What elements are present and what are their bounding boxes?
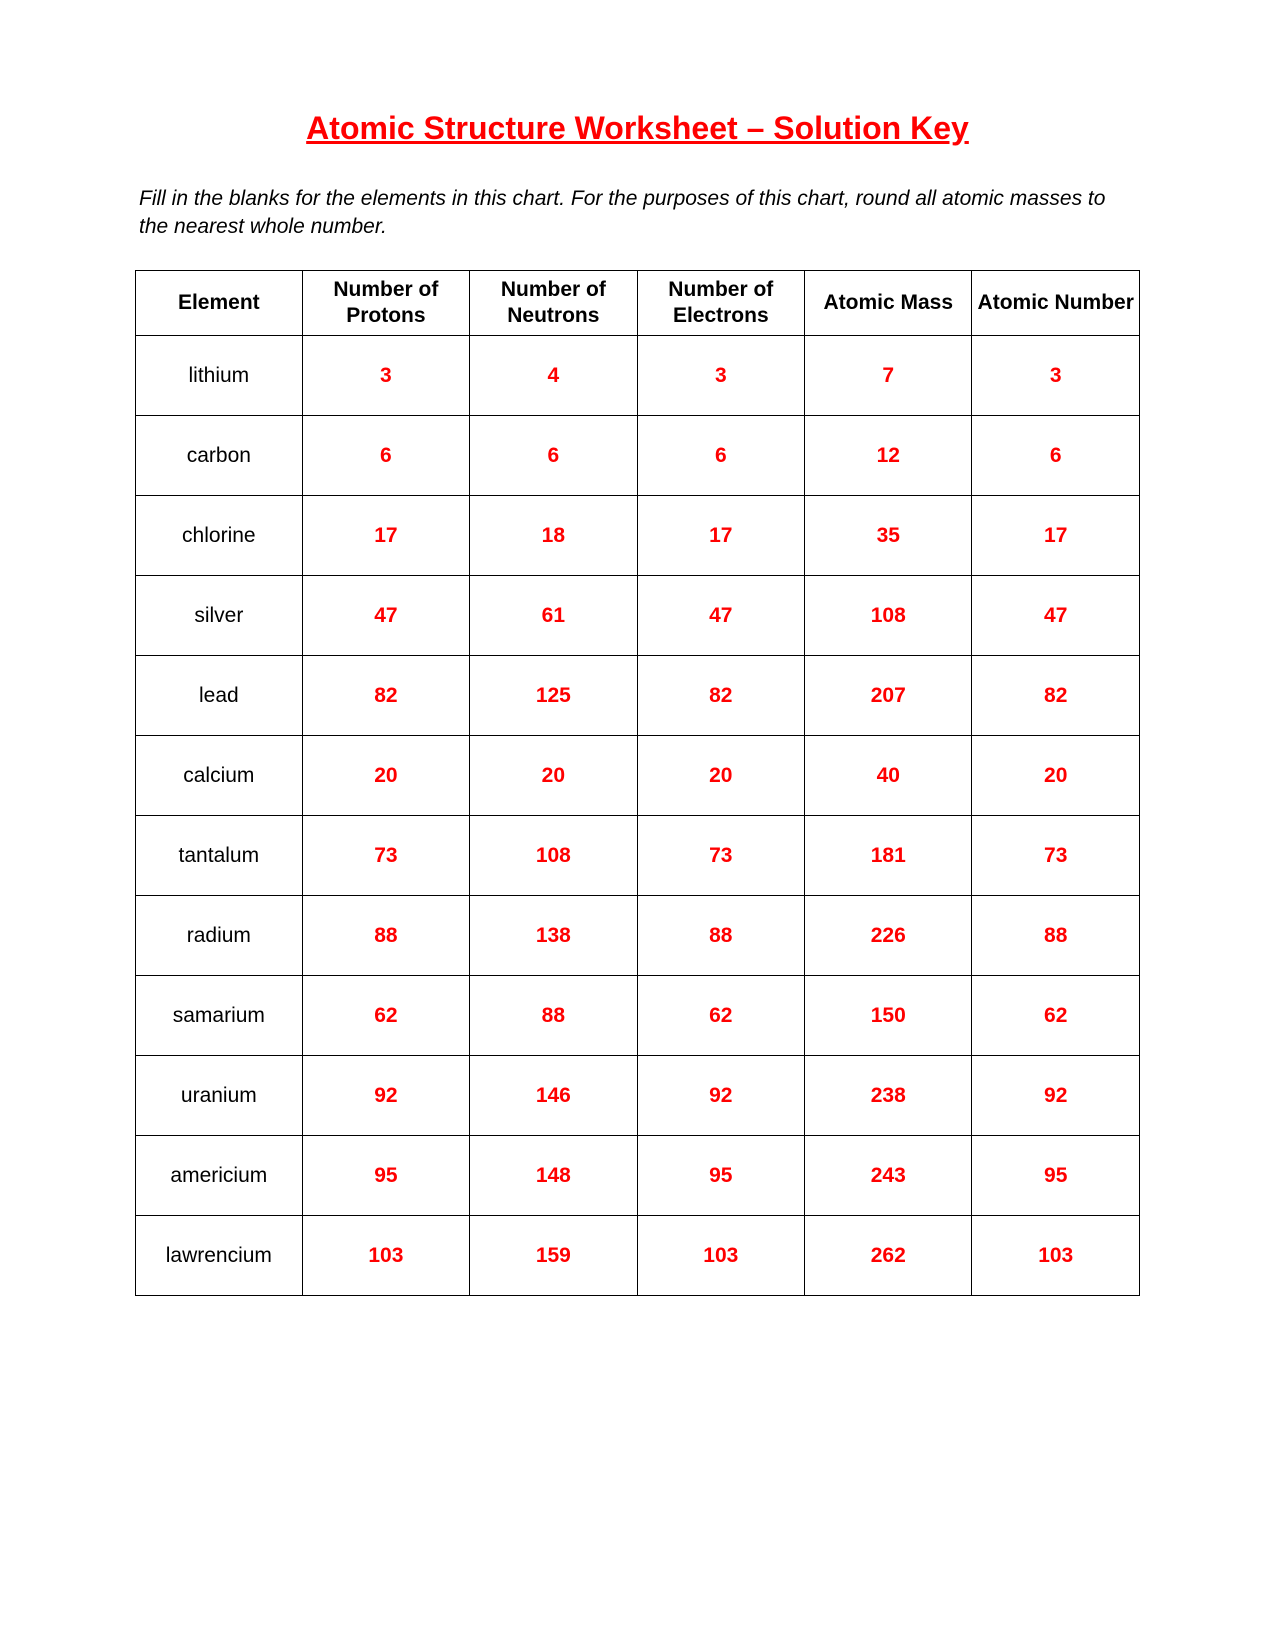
cell-electrons: 73: [637, 816, 804, 896]
cell-protons: 3: [302, 336, 469, 416]
cell-neutrons: 138: [470, 896, 637, 976]
cell-number: 73: [972, 816, 1140, 896]
cell-electrons: 82: [637, 656, 804, 736]
cell-mass: 35: [805, 496, 972, 576]
cell-neutrons: 61: [470, 576, 637, 656]
cell-mass: 238: [805, 1056, 972, 1136]
cell-number: 20: [972, 736, 1140, 816]
col-header-neutrons: Number of Neutrons: [470, 270, 637, 336]
col-header-number: Atomic Number: [972, 270, 1140, 336]
table-row: lead 82 125 82 207 82: [136, 656, 1140, 736]
col-header-protons: Number of Protons: [302, 270, 469, 336]
cell-neutrons: 148: [470, 1136, 637, 1216]
cell-mass: 243: [805, 1136, 972, 1216]
col-header-element: Element: [136, 270, 303, 336]
cell-protons: 82: [302, 656, 469, 736]
cell-number: 6: [972, 416, 1140, 496]
cell-protons: 88: [302, 896, 469, 976]
cell-number: 47: [972, 576, 1140, 656]
cell-protons: 95: [302, 1136, 469, 1216]
table-row: samarium 62 88 62 150 62: [136, 976, 1140, 1056]
cell-element: calcium: [136, 736, 303, 816]
cell-electrons: 92: [637, 1056, 804, 1136]
cell-mass: 108: [805, 576, 972, 656]
cell-element: lead: [136, 656, 303, 736]
cell-electrons: 95: [637, 1136, 804, 1216]
cell-neutrons: 88: [470, 976, 637, 1056]
table-row: silver 47 61 47 108 47: [136, 576, 1140, 656]
cell-protons: 20: [302, 736, 469, 816]
cell-mass: 226: [805, 896, 972, 976]
cell-number: 82: [972, 656, 1140, 736]
cell-protons: 73: [302, 816, 469, 896]
cell-element: carbon: [136, 416, 303, 496]
cell-protons: 17: [302, 496, 469, 576]
table-row: carbon 6 6 6 12 6: [136, 416, 1140, 496]
atomic-structure-table: Element Number of Protons Number of Neut…: [135, 270, 1140, 1297]
cell-electrons: 20: [637, 736, 804, 816]
cell-element: lithium: [136, 336, 303, 416]
cell-mass: 150: [805, 976, 972, 1056]
cell-mass: 262: [805, 1216, 972, 1296]
cell-mass: 12: [805, 416, 972, 496]
cell-number: 88: [972, 896, 1140, 976]
cell-electrons: 3: [637, 336, 804, 416]
col-header-electrons: Number of Electrons: [637, 270, 804, 336]
cell-element: samarium: [136, 976, 303, 1056]
cell-element: americium: [136, 1136, 303, 1216]
table-body: lithium 3 4 3 7 3 carbon 6 6 6 12 6 chlo…: [136, 336, 1140, 1296]
cell-neutrons: 108: [470, 816, 637, 896]
cell-element: silver: [136, 576, 303, 656]
cell-element: tantalum: [136, 816, 303, 896]
page-title: Atomic Structure Worksheet – Solution Ke…: [135, 110, 1140, 147]
col-header-mass: Atomic Mass: [805, 270, 972, 336]
cell-neutrons: 125: [470, 656, 637, 736]
table-row: americium 95 148 95 243 95: [136, 1136, 1140, 1216]
cell-number: 3: [972, 336, 1140, 416]
table-row: radium 88 138 88 226 88: [136, 896, 1140, 976]
cell-number: 95: [972, 1136, 1140, 1216]
cell-number: 17: [972, 496, 1140, 576]
instructions-text: Fill in the blanks for the elements in t…: [135, 185, 1140, 242]
cell-neutrons: 6: [470, 416, 637, 496]
cell-neutrons: 20: [470, 736, 637, 816]
cell-mass: 207: [805, 656, 972, 736]
cell-electrons: 103: [637, 1216, 804, 1296]
cell-electrons: 62: [637, 976, 804, 1056]
cell-neutrons: 146: [470, 1056, 637, 1136]
cell-electrons: 6: [637, 416, 804, 496]
cell-electrons: 47: [637, 576, 804, 656]
cell-element: lawrencium: [136, 1216, 303, 1296]
cell-mass: 7: [805, 336, 972, 416]
cell-electrons: 88: [637, 896, 804, 976]
cell-element: uranium: [136, 1056, 303, 1136]
cell-element: radium: [136, 896, 303, 976]
table-row: calcium 20 20 20 40 20: [136, 736, 1140, 816]
table-row: lawrencium 103 159 103 262 103: [136, 1216, 1140, 1296]
table-row: lithium 3 4 3 7 3: [136, 336, 1140, 416]
cell-mass: 40: [805, 736, 972, 816]
cell-protons: 92: [302, 1056, 469, 1136]
table-header-row: Element Number of Protons Number of Neut…: [136, 270, 1140, 336]
table-row: uranium 92 146 92 238 92: [136, 1056, 1140, 1136]
cell-electrons: 17: [637, 496, 804, 576]
cell-protons: 103: [302, 1216, 469, 1296]
cell-number: 92: [972, 1056, 1140, 1136]
cell-mass: 181: [805, 816, 972, 896]
cell-neutrons: 159: [470, 1216, 637, 1296]
cell-neutrons: 4: [470, 336, 637, 416]
table-row: chlorine 17 18 17 35 17: [136, 496, 1140, 576]
cell-protons: 47: [302, 576, 469, 656]
cell-number: 103: [972, 1216, 1140, 1296]
cell-neutrons: 18: [470, 496, 637, 576]
table-row: tantalum 73 108 73 181 73: [136, 816, 1140, 896]
cell-protons: 62: [302, 976, 469, 1056]
cell-number: 62: [972, 976, 1140, 1056]
cell-element: chlorine: [136, 496, 303, 576]
cell-protons: 6: [302, 416, 469, 496]
